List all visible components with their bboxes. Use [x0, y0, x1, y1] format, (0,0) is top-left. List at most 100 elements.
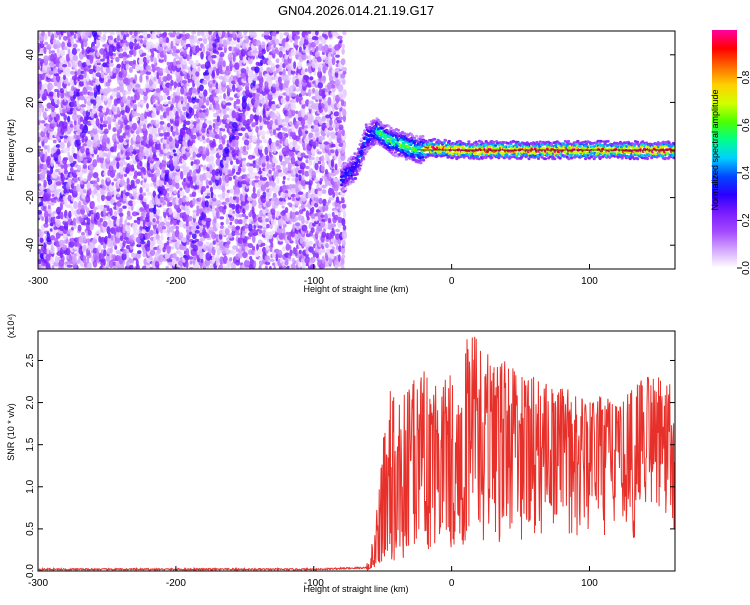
spectrogram-cell	[152, 218, 156, 223]
spectrogram-cell	[174, 204, 180, 210]
spectrogram-cell	[175, 54, 180, 60]
spectrogram-cell	[222, 39, 227, 45]
spectrogram-cell	[122, 39, 128, 44]
spectrogram-cell	[325, 66, 329, 71]
spectrogram-cell	[100, 58, 105, 62]
spectrogram-cell	[178, 197, 183, 206]
spectrogram-cell	[183, 111, 188, 116]
spectrogram-cell	[333, 32, 339, 36]
spectrogram-cell	[63, 46, 68, 51]
spectrogram-cell	[245, 215, 249, 220]
spectrogram-cell	[179, 48, 184, 52]
spectrogram-cell	[244, 111, 249, 116]
spectrogram-cell	[129, 264, 134, 269]
spectrogram-cell	[119, 241, 123, 248]
spectrogram-cell	[337, 84, 344, 92]
spectrogram-cell	[251, 31, 257, 36]
spectrogram-cell	[294, 216, 299, 222]
spectrogram-cell	[271, 112, 276, 121]
spectrogram-cell	[224, 146, 230, 154]
spectrogram-cell	[149, 160, 154, 164]
spectrogram-cell	[103, 171, 107, 176]
spectrogram-cell	[133, 170, 138, 178]
spectrogram-cell	[38, 135, 41, 143]
spectrogram-cell	[224, 162, 229, 169]
spectrogram-cell	[190, 184, 195, 189]
spectrogram-cell	[248, 143, 252, 150]
spectrogram-cell	[195, 59, 200, 65]
spectrogram-cell	[151, 31, 158, 40]
spectrogram-cell	[131, 234, 135, 239]
spectrogram-cell	[112, 261, 117, 266]
spectrogram-cell	[72, 217, 77, 226]
spectrogram-cell	[38, 107, 42, 113]
spectrogram-cell	[163, 93, 167, 101]
spectrogram-cell	[199, 84, 204, 92]
spectrogram-cell	[95, 212, 100, 220]
spectrogram-cell	[242, 145, 247, 152]
spectrogram-cell	[341, 78, 346, 86]
spectrogram-cell	[70, 197, 75, 202]
spectrogram-cell	[86, 261, 92, 269]
spectrogram-cell	[191, 144, 196, 148]
spectrogram-cell	[298, 174, 302, 182]
spectrogram-cell	[328, 44, 332, 49]
spectrogram-cell	[149, 146, 153, 155]
spectrogram-cell	[74, 68, 78, 72]
spectrogram-cell	[166, 86, 170, 93]
spectrogram-cell	[272, 192, 277, 198]
spectrogram-cell	[215, 82, 219, 90]
spectrogram-cell	[80, 145, 85, 154]
spectrogram-cell	[176, 157, 180, 163]
spectrogram-cell	[197, 31, 201, 37]
spectrogram-cell	[50, 53, 55, 62]
spectrogram-cell	[305, 238, 309, 248]
spectrogram-cell	[229, 97, 234, 101]
spectrogram-cell	[183, 95, 188, 102]
spectrogram-cell	[69, 70, 75, 75]
spectrogram-cell	[219, 216, 225, 220]
spectrogram-cell	[61, 244, 68, 251]
spectrogram-cell	[339, 39, 343, 44]
spectrogram-cell	[185, 200, 190, 206]
spectrogram-cell	[165, 245, 172, 250]
spectrogram-cell	[305, 165, 310, 170]
spectrogram-cell	[49, 201, 55, 206]
spectrogram-cell	[82, 110, 87, 117]
spectrogram-cell	[279, 92, 283, 97]
spectrogram-cell	[330, 223, 337, 228]
spectrogram-cell	[284, 207, 289, 214]
spectrogram-cell	[51, 104, 55, 113]
spectrogram-cell	[102, 120, 109, 125]
spectrogram-cell	[52, 139, 57, 144]
spectrogram-cell	[212, 194, 217, 199]
spectrogram-cell	[72, 100, 78, 108]
spectrogram-cell	[185, 259, 189, 269]
spectrogram-cell	[263, 31, 270, 36]
spectrogram-cell	[108, 51, 114, 56]
spectrogram-cell	[249, 256, 253, 260]
spectrogram-cell	[49, 235, 56, 241]
spectrogram-cell	[280, 220, 286, 225]
spectrogram-cell	[235, 139, 239, 147]
spectrogram-cell	[212, 122, 216, 129]
spectrogram-cell	[43, 55, 49, 62]
spectrogram-cell	[82, 143, 88, 147]
spectrogram-cell	[189, 169, 192, 174]
spectrogram-cell	[128, 171, 133, 177]
spectrogram-cell	[232, 210, 236, 214]
spectrogram-cell	[271, 230, 276, 235]
spectrogram-cell	[142, 252, 147, 258]
spectrogram-cell	[251, 228, 257, 233]
spectrogram-cell	[220, 221, 224, 226]
spectrogram-cell	[82, 164, 88, 169]
spectrogram-cell	[254, 66, 260, 74]
spectrogram-cell	[175, 182, 180, 190]
spectrogram-cell	[124, 77, 131, 86]
spectrogram-cell	[138, 232, 144, 239]
spectrogram-cell	[169, 51, 173, 55]
spectrogram-cell	[127, 95, 131, 100]
spectrogram-cell	[144, 162, 147, 168]
spectrogram-cell	[82, 31, 87, 37]
spectrogram-cell	[172, 31, 177, 36]
